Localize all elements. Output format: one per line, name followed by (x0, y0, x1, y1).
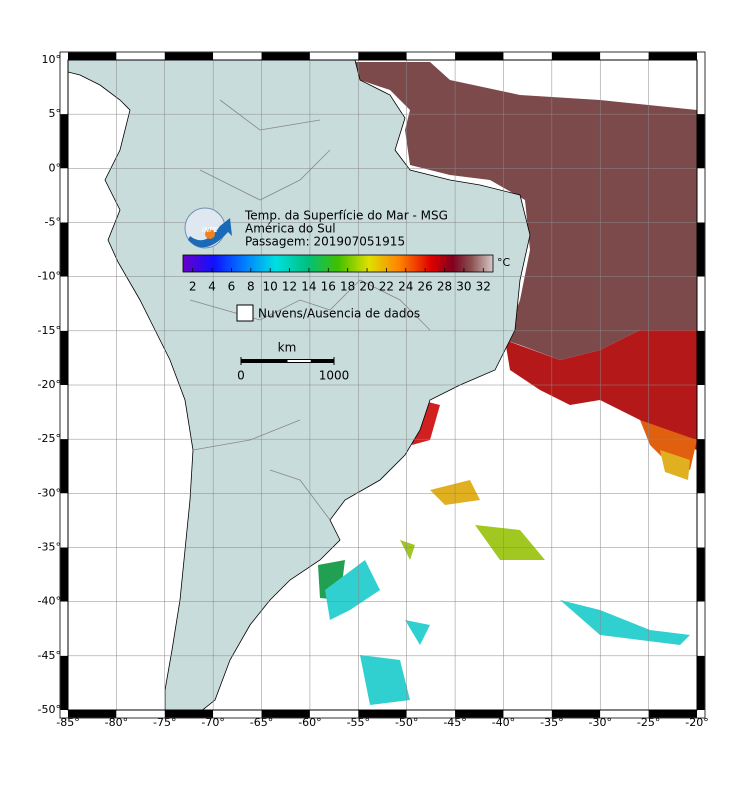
colorbar-tick-label: 22 (379, 280, 394, 294)
colorbar-tick-label: 20 (359, 280, 374, 294)
colorbar-tick-label: 12 (282, 280, 297, 294)
y-tick-label: -35° (38, 541, 61, 554)
frame (67, 59, 698, 711)
x-tick-label: -70° (201, 716, 224, 729)
x-tick-label: -80° (105, 716, 128, 729)
x-tick-label: -20° (685, 716, 708, 729)
y-tick-label: -45° (38, 649, 61, 662)
x-tick-label: -65° (250, 716, 273, 729)
colorbar-tick-label: 24 (398, 280, 413, 294)
x-tick-label: -85° (56, 716, 79, 729)
x-tick-label: -55° (347, 716, 370, 729)
border-outline (59, 51, 706, 719)
tick-labels: -85° -80° -75° -70° -65° -60° -55° -50° -45° -40°… (38, 53, 709, 729)
pass-time: Passagem: 201907051915 (245, 235, 405, 249)
colorbar-tick-label: 28 (437, 280, 452, 294)
borders (189, 99, 431, 521)
colorbar-ticks: 2 4 6 8 10 12 14 16 18 20 22 24 26 28 30 32 (189, 268, 491, 294)
x-tick-label: -30° (588, 716, 611, 729)
colorbar (182, 254, 494, 273)
logo-text: INPE (202, 226, 219, 234)
sst-cyan (325, 560, 690, 705)
colorbar-tick-label: 10 (263, 280, 278, 294)
sst-orange (640, 420, 697, 470)
colorbar-tick-label: 4 (208, 280, 216, 294)
colorbar-tick-label: 32 (476, 280, 491, 294)
sst-red (505, 330, 697, 450)
x-tick-label: -45° (443, 716, 466, 729)
y-tick-label: -20° (38, 378, 61, 391)
sst-warm (355, 62, 697, 360)
y-tick-label: 10° (42, 53, 62, 66)
scale-tick-label: 1000 (319, 369, 350, 383)
x-tick-label: -35° (540, 716, 563, 729)
x-tick-label: -25° (637, 716, 660, 729)
x-tick-label: -40° (492, 716, 515, 729)
subtitle: América do Sul (245, 222, 336, 236)
y-tick-label: -50° (38, 703, 61, 716)
scale-bar-half (287, 360, 311, 362)
map-content (68, 60, 697, 710)
y-tick-label: -30° (38, 486, 61, 499)
colorbar-unit: °C (497, 256, 511, 269)
x-tick-label: -60° (298, 716, 321, 729)
legend-label: Nuvens/Ausencia de dados (258, 307, 420, 321)
colorbar-tick-label: 8 (247, 280, 255, 294)
y-tick-label: 0° (49, 161, 62, 174)
colorbar-tick-label: 30 (456, 280, 471, 294)
x-tick-label: -50° (395, 716, 418, 729)
colorbar-tick-label: 18 (340, 280, 355, 294)
y-tick-label: -10° (38, 270, 61, 283)
colorbar-tick-label: 16 (321, 280, 336, 294)
y-tick-label: -5° (45, 216, 61, 229)
sst-lime (400, 525, 545, 560)
colorbar-tick-label: 26 (418, 280, 433, 294)
y-tick-label: -25° (38, 432, 61, 445)
colorbar-tick-label: 14 (301, 280, 316, 294)
legend-swatch (236, 304, 254, 322)
logo: INPE (184, 207, 232, 249)
colorbar-tick-label: 6 (228, 280, 236, 294)
scale-bar: 0 1000 (237, 357, 349, 383)
scale-tick-label: 0 (237, 369, 245, 383)
sst-yellow (430, 450, 690, 505)
frame-border (59, 51, 706, 719)
colorbar-tick-label: 2 (189, 280, 197, 294)
x-tick-label: -75° (153, 716, 176, 729)
y-tick-label: -15° (38, 324, 61, 337)
title: Temp. da Superfície do Mar - MSG (244, 209, 448, 223)
y-tick-label: -40° (38, 595, 61, 608)
y-tick-label: 5° (49, 107, 62, 120)
scale-unit: km (278, 341, 297, 355)
